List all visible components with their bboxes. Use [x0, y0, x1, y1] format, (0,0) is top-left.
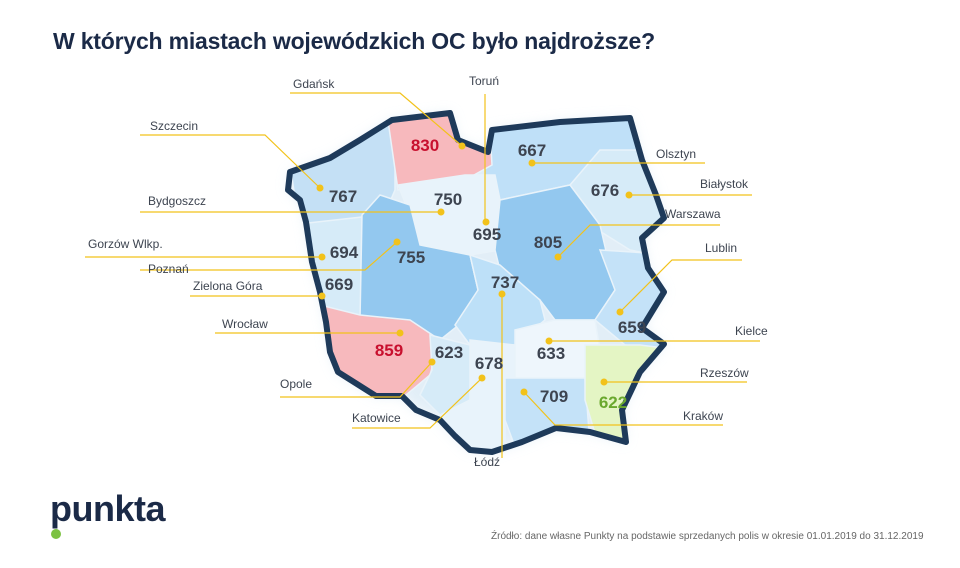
leader-line-lublin [619, 259, 742, 313]
city-label-bydgoszcz: Bydgoszcz [148, 194, 206, 208]
city-dot-gorz-w-wlkp- [318, 253, 326, 261]
city-dot-bia-ystok [625, 191, 633, 199]
city-label-lublin: Lublin [705, 241, 737, 255]
city-label-szczecin: Szczecin [150, 119, 198, 133]
price-value-warszawa: 805 [534, 233, 562, 252]
price-value-wroc-aw: 859 [375, 341, 403, 360]
price-value-olsztyn: 667 [518, 141, 546, 160]
city-dot-kielce [545, 337, 553, 345]
city-dot-olsztyn [528, 159, 536, 167]
leader-line-szczecin [140, 134, 321, 189]
page-title: W których miastach wojewódzkich OC było … [53, 28, 655, 54]
city-label-krak-w: Kraków [683, 409, 723, 423]
leader-line-gda-sk [290, 92, 463, 147]
price-value-gda-sk: 830 [411, 136, 439, 155]
city-label-gda-sk: Gdańsk [293, 77, 335, 91]
city-label-gorz-w-wlkp-: Gorzów Wlkp. [88, 237, 163, 251]
city-dot-pozna- [393, 238, 401, 246]
city-dot--d- [498, 290, 506, 298]
price-value-opole: 623 [435, 343, 463, 362]
price-value-bydgoszcz: 750 [434, 190, 462, 209]
city-dot-bydgoszcz [437, 208, 445, 216]
city-dot-szczecin [316, 184, 324, 192]
city-dot-toru- [482, 218, 490, 226]
price-value-lublin: 659 [618, 318, 646, 337]
city-dot-gda-sk [458, 142, 466, 150]
city-label-katowice: Katowice [352, 411, 401, 425]
city-dot-opole [428, 358, 436, 366]
city-dot-wroc-aw [396, 329, 404, 337]
price-value-pozna-: 755 [397, 248, 425, 267]
city-label--d-: Łódź [474, 455, 500, 469]
city-label-kielce: Kielce [735, 324, 768, 338]
city-label-toru-: Toruń [469, 74, 499, 88]
country-border [285, 110, 667, 455]
price-value-bia-ystok: 676 [591, 181, 619, 200]
price-value-szczecin: 767 [329, 187, 357, 206]
city-label-warszawa: Warszawa [665, 207, 721, 221]
price-value-katowice: 678 [475, 354, 503, 373]
punkta-logo: punkta [50, 488, 166, 529]
source-note: Źródło: dane własne Punkty na podstawie … [491, 531, 924, 542]
leader-line-katowice [352, 377, 483, 429]
price-value-kielce: 633 [537, 344, 565, 363]
city-label-pozna-: Poznań [148, 262, 189, 276]
city-label-olsztyn: Olsztyn [656, 147, 696, 161]
leader-line-warszawa [557, 224, 720, 258]
values: 830 695 767 750 694 755 669 859 623 678 737 667 676 8… [325, 136, 646, 412]
price-value-krak-w: 709 [540, 387, 568, 406]
price-value-rzesz-w: 622 [599, 393, 627, 412]
price-value--d-: 737 [491, 273, 519, 292]
city-dot-lublin [616, 308, 624, 316]
city-dot-zielona-g-ra [318, 292, 326, 300]
logo-dot [51, 529, 61, 539]
price-value-toru-: 695 [473, 225, 501, 244]
city-label-opole: Opole [280, 377, 312, 391]
city-label-zielona-g-ra: Zielona Góra [193, 279, 263, 293]
city-label-wroc-aw: Wrocław [222, 317, 268, 331]
city-dot-rzesz-w [600, 378, 608, 386]
price-value-gorz-w-wlkp-: 694 [330, 243, 359, 262]
city-label-rzesz-w: Rzeszów [700, 366, 749, 380]
leader-lines: Gdańsk Toruń Szczecin Bydgoszcz Gorzów Wlkp.… [85, 74, 768, 469]
city-label-bia-ystok: Białystok [700, 177, 749, 191]
price-value-zielona-g-ra: 669 [325, 275, 353, 294]
city-dot-krak-w [520, 388, 528, 396]
city-dot-warszawa [554, 253, 562, 261]
city-dot-katowice [478, 374, 486, 382]
leader-line-pozna- [140, 241, 398, 271]
leader-line-opole [280, 361, 433, 398]
leader-line-krak-w [523, 391, 723, 426]
